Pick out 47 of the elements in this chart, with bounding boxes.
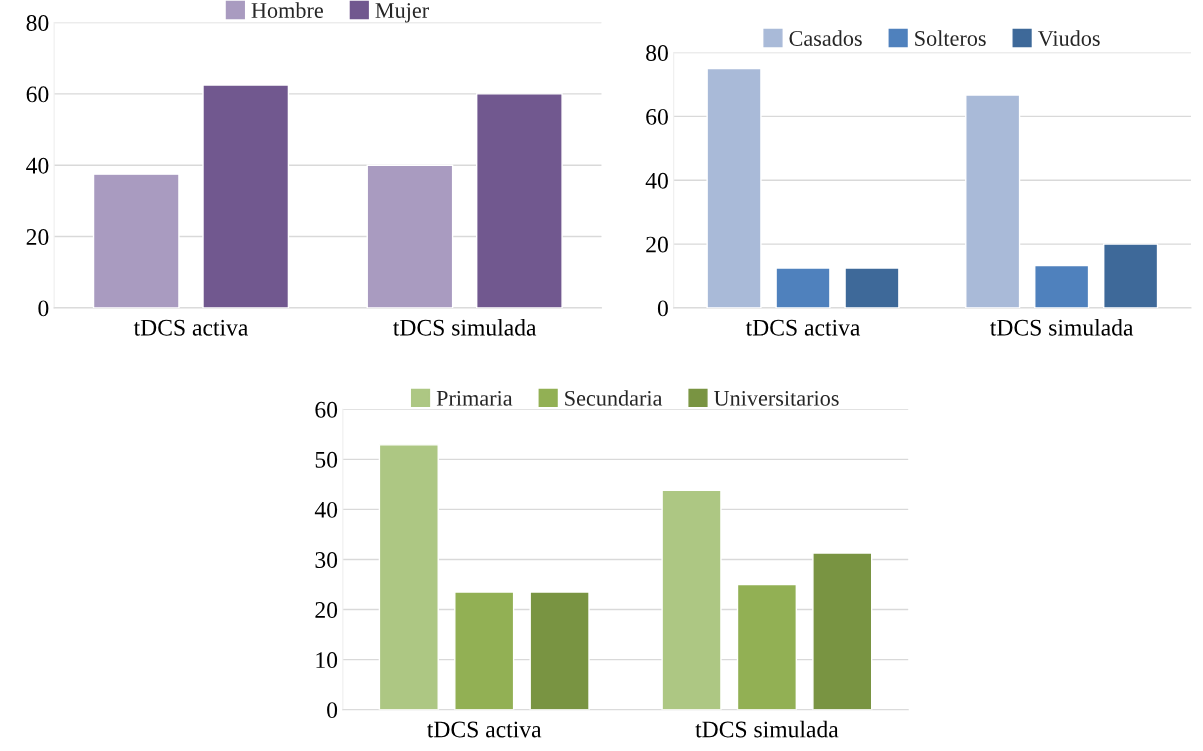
x-tick-label: tDCS simulada [393,319,537,336]
bar [1103,243,1159,308]
y-tick-label: 50 [315,451,338,468]
legend-label: Mujer [375,3,429,23]
legend-label: Hombre [251,2,323,18]
bar [965,94,1021,308]
bar [661,489,722,710]
y-tick-label: 20 [646,236,668,253]
y-tick-label: 80 [26,15,49,31]
y-tick-label: 20 [26,229,49,245]
bar [1034,264,1090,308]
bar [706,67,762,308]
y-tick-label: 30 [315,551,338,568]
bar [529,591,590,710]
x-tick-label: tDCS activa [745,319,861,336]
x-tick-label: tDCS activa [427,721,542,738]
x-tick-label: tDCS activa [133,319,249,336]
bar [202,84,290,308]
y-tick-label: 60 [315,401,338,418]
y-tick-label: 40 [314,501,338,518]
bar [775,267,831,308]
y-tick-label: 20 [315,602,338,618]
x-tick-label: tDCS simulada [695,720,839,738]
legend-label: Casados [789,30,862,46]
y-tick-label: 80 [646,45,668,61]
y-tick-label: 0 [327,702,338,719]
bar [844,267,900,308]
legend-label: Primaria [436,390,513,406]
bar [378,444,439,710]
bar [92,173,180,308]
legend-label: Universitarios [714,390,839,406]
legend-label: Secundaria [565,390,663,406]
y-tick-label: 0 [657,300,668,317]
y-tick-label: 10 [316,652,338,669]
y-tick-label: 60 [26,86,49,103]
bar [476,93,563,308]
bar [736,583,798,710]
y-tick-label: 60 [646,108,668,125]
bar [454,591,515,710]
bar [366,164,454,308]
x-tick-label: tDCS simulada [990,319,1134,336]
y-tick-label: 40 [26,157,49,174]
y-tick-label: 40 [645,172,668,189]
bar [812,552,873,710]
legend-label: Viudos [1037,30,1100,47]
legend-label: Solteros [915,30,986,46]
y-tick-label: 0 [38,300,49,317]
